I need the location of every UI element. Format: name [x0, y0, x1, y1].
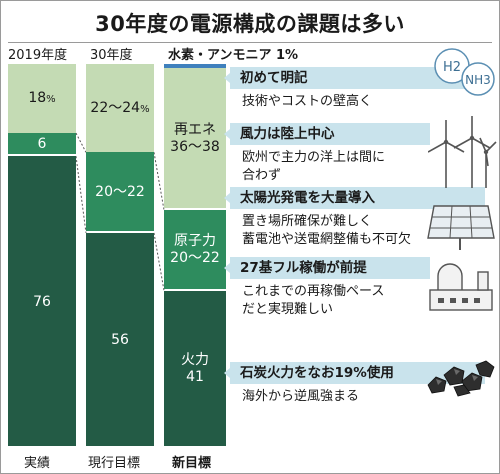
bar-segment — [164, 209, 226, 289]
hydrogen-ammonia-label: 水素・アンモニア 1% — [168, 48, 299, 63]
bar-segment — [86, 64, 154, 153]
annotation-heading: 風力は陸上中心 — [230, 123, 430, 145]
annotation-text: 欧州で主力の洋上は間に 合わず — [242, 149, 385, 184]
h2-icon-label: H2 — [443, 60, 461, 75]
annotation-line: これまでの再稼働ペース — [242, 284, 385, 299]
bar-segment-label-line: 36〜38 — [170, 138, 220, 155]
bar-segment-label-line: 再エネ — [174, 121, 216, 138]
solar-panel-icon — [427, 205, 495, 250]
bar-segment-label-line: 56 — [111, 331, 129, 348]
bar-segment-label: 76 — [8, 294, 76, 311]
bar-segment-label: 22〜24% — [86, 100, 154, 117]
bar-segment-label-line: 22〜24% — [90, 99, 150, 116]
bar-segment-unit: % — [46, 94, 56, 106]
bar-segment — [8, 64, 76, 134]
bar-segment-label-line: 20〜22 — [170, 250, 220, 267]
category-label-new-target: 新目標 — [172, 456, 212, 471]
nuclear-plant-icon — [429, 263, 493, 311]
annotation-arrow — [224, 73, 230, 83]
annotation-line: 合わず — [242, 167, 282, 183]
bar-segment — [86, 232, 154, 446]
annotation-heading: 27基フル稼働が前提 — [230, 257, 430, 279]
bar-segment-label: 再エネ 36〜38 — [164, 122, 226, 156]
annotation-line: 欧州で主力の洋上は間に — [242, 150, 386, 165]
bar-segment-label-line: 41 — [186, 369, 204, 386]
annotation-arrow — [224, 129, 230, 139]
bar-segment-unit: % — [140, 103, 150, 115]
column-header-2019: 2019年度 — [8, 48, 68, 63]
bar-segment-label: 56 — [86, 332, 154, 349]
annotation-line: だと実現難しい — [242, 301, 334, 317]
chart-title: 30年度の電源構成の課題は多い — [95, 12, 405, 36]
annotation-arrow — [224, 368, 230, 378]
annotation-heading: 太陽光発電を大量導入 — [230, 187, 485, 209]
annotation-line: 置き場所確保が難しく — [242, 214, 373, 229]
bar-segment — [164, 67, 226, 208]
coal-icon — [427, 360, 495, 397]
bar-segment — [164, 290, 226, 446]
title-rule — [8, 42, 492, 43]
bar-segment — [8, 133, 76, 155]
annotation-line: 蓄電池や送電網整備も不可欠 — [242, 231, 412, 247]
annotation-text: 技術やコストの壁高く — [242, 94, 373, 109]
bar-segment-label-line: 6 — [37, 136, 47, 153]
annotation-text: 置き場所確保が難しく 蓄電池や送電網整備も不可欠 — [242, 213, 411, 248]
annotation-arrow — [224, 263, 230, 273]
hydrogen-ammonia-icon: H2 NH3 — [434, 48, 495, 96]
annotation-text: 海外から逆風強まる — [242, 389, 360, 404]
category-label-current-target: 現行目標 — [88, 456, 141, 471]
bar-segment — [164, 64, 226, 68]
category-label-actual: 実績 — [24, 456, 51, 471]
annotation-text: これまでの再稼働ペース だと実現難しい — [242, 283, 384, 318]
bar-segment-label-line: 原子力 — [174, 233, 216, 250]
bar-segment — [86, 152, 154, 231]
bar-segment-label-line: 76 — [33, 293, 51, 310]
bar-segment-label: 6 — [8, 136, 76, 153]
bar-segment — [8, 156, 76, 446]
column-header-30: 30年度 — [90, 48, 133, 63]
bar-segment-label: 火力 41 — [164, 352, 226, 386]
bar-segment-label-line: 18% — [28, 90, 56, 107]
nh3-icon-label: NH3 — [465, 73, 491, 87]
wind-turbine-icon — [428, 116, 497, 188]
annotation-heading: 初めて明記 — [230, 67, 485, 89]
bar-segment-label: 20〜22 — [86, 184, 154, 201]
bar-segment-label: 18% — [8, 90, 76, 107]
bar-segment-label-line: 火力 — [181, 352, 209, 369]
annotation-heading: 石炭火力をなお19%使用 — [230, 362, 485, 384]
annotation-arrow — [224, 193, 230, 203]
bar-segment-label: 原子力 20〜22 — [164, 233, 226, 267]
bar-segment-label-line: 20〜22 — [95, 184, 145, 201]
